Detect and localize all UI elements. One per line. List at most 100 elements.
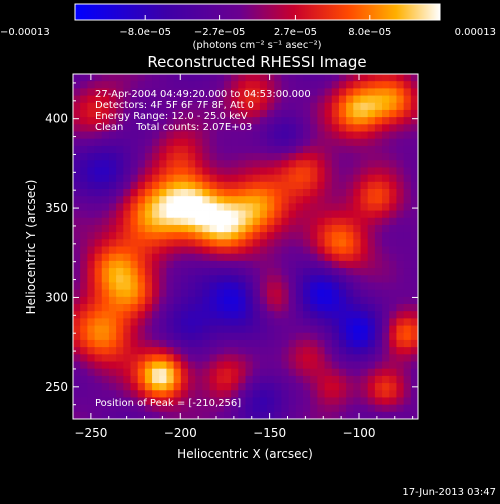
heatmap-cell (324, 131, 333, 140)
heatmap-cell (367, 167, 376, 176)
heatmap-cell (338, 246, 347, 255)
heatmap-cell (374, 347, 383, 355)
heatmap-cell (324, 88, 333, 96)
heatmap-cell (130, 131, 139, 140)
heatmap-cell (360, 289, 369, 298)
heatmap-cell (374, 339, 383, 348)
heatmap-cell (245, 239, 254, 247)
heatmap-cell (94, 210, 103, 219)
heatmap-cell (202, 289, 210, 298)
heatmap-cell (101, 246, 110, 255)
heatmap-cell (252, 181, 261, 190)
heatmap-cell (374, 239, 383, 247)
heatmap-cell (374, 375, 383, 384)
heatmap-cell (101, 145, 110, 154)
heatmap-cell (238, 368, 246, 377)
heatmap-cell (245, 74, 254, 82)
heatmap-cell (295, 224, 304, 233)
heatmap-cell (367, 260, 376, 269)
heatmap-cell (87, 174, 95, 183)
heatmap-cell (252, 217, 261, 226)
heatmap-cell (252, 74, 261, 82)
heatmap-cell (195, 318, 203, 326)
heatmap-cell (137, 217, 146, 226)
heatmap-cell (274, 138, 282, 147)
heatmap-cell (80, 411, 88, 420)
heatmap-cell (274, 397, 282, 406)
heatmap-cell (310, 174, 318, 183)
heatmap-cell (317, 296, 325, 305)
heatmap-cell (130, 109, 139, 118)
heatmap-cell (202, 224, 210, 233)
heatmap-cell (382, 117, 390, 125)
heatmap-cell (382, 289, 390, 298)
heatmap-cell (389, 109, 397, 118)
heatmap-cell (324, 311, 333, 319)
heatmap-cell (166, 354, 175, 362)
heatmap-cell (195, 74, 203, 82)
heatmap-cell (216, 318, 225, 326)
heatmap-cell (331, 167, 340, 176)
heatmap-cell (324, 217, 333, 226)
heatmap-cell (259, 311, 268, 319)
heatmap-cell (223, 81, 232, 89)
heatmap-cell (209, 145, 218, 154)
heatmap-cell (346, 296, 354, 305)
heatmap-cell (180, 102, 189, 111)
heatmap-cell (173, 354, 182, 362)
heatmap-cell (303, 239, 311, 247)
heatmap-cell (259, 260, 268, 269)
heatmap-cell (87, 404, 95, 413)
heatmap-cell (238, 217, 246, 226)
heatmap-cell (108, 282, 117, 291)
heatmap-cell (360, 138, 369, 147)
heatmap-cell (259, 153, 268, 161)
heatmap-cell (144, 275, 153, 283)
heatmap-cell (410, 210, 419, 219)
heatmap-cell (396, 404, 405, 413)
heatmap-cell (252, 196, 261, 204)
heatmap-cell (80, 131, 88, 140)
heatmap-cell (374, 167, 383, 176)
heatmap-cell (403, 404, 412, 413)
heatmap-cell (123, 397, 131, 406)
annotation-time-range: 27-Apr-2004 04:49:20.000 to 04:53:00.000 (95, 89, 311, 100)
heatmap-cell (389, 167, 397, 176)
heatmap-cell (80, 109, 88, 118)
heatmap-cell (73, 74, 81, 82)
heatmap-cell (396, 260, 405, 269)
heatmap-cell (223, 275, 232, 283)
heatmap-cell (346, 311, 354, 319)
heatmap-cell (101, 138, 110, 147)
heatmap-cell (216, 102, 225, 111)
heatmap-cell (274, 268, 282, 276)
heatmap-cell (188, 347, 196, 355)
heatmap-cell (209, 196, 218, 204)
heatmap-cell (281, 361, 290, 370)
heatmap-cell (73, 224, 81, 233)
heatmap-cell (259, 109, 268, 118)
heatmap-cell (374, 268, 383, 276)
heatmap-cell (137, 167, 146, 176)
heatmap-cell (267, 347, 275, 355)
heatmap-cell (137, 102, 146, 111)
heatmap-cell (259, 203, 268, 211)
heatmap-cell (180, 217, 189, 226)
heatmap-cell (410, 189, 419, 197)
heatmap-cell (382, 318, 390, 326)
heatmap-cell (80, 304, 88, 312)
heatmap-cell (202, 189, 210, 197)
heatmap-cell (94, 74, 103, 82)
heatmap-cell (152, 95, 160, 104)
heatmap-cell (295, 368, 304, 377)
heatmap-cell (295, 397, 304, 406)
heatmap-cell (209, 347, 218, 355)
heatmap-cell (123, 181, 131, 190)
heatmap-cell (324, 354, 333, 362)
heatmap-cell (101, 81, 110, 89)
heatmap-cell (108, 138, 117, 147)
heatmap-cell (410, 275, 419, 283)
heatmap-cell (310, 217, 318, 226)
heatmap-cell (209, 174, 218, 183)
heatmap-cell (353, 289, 361, 298)
